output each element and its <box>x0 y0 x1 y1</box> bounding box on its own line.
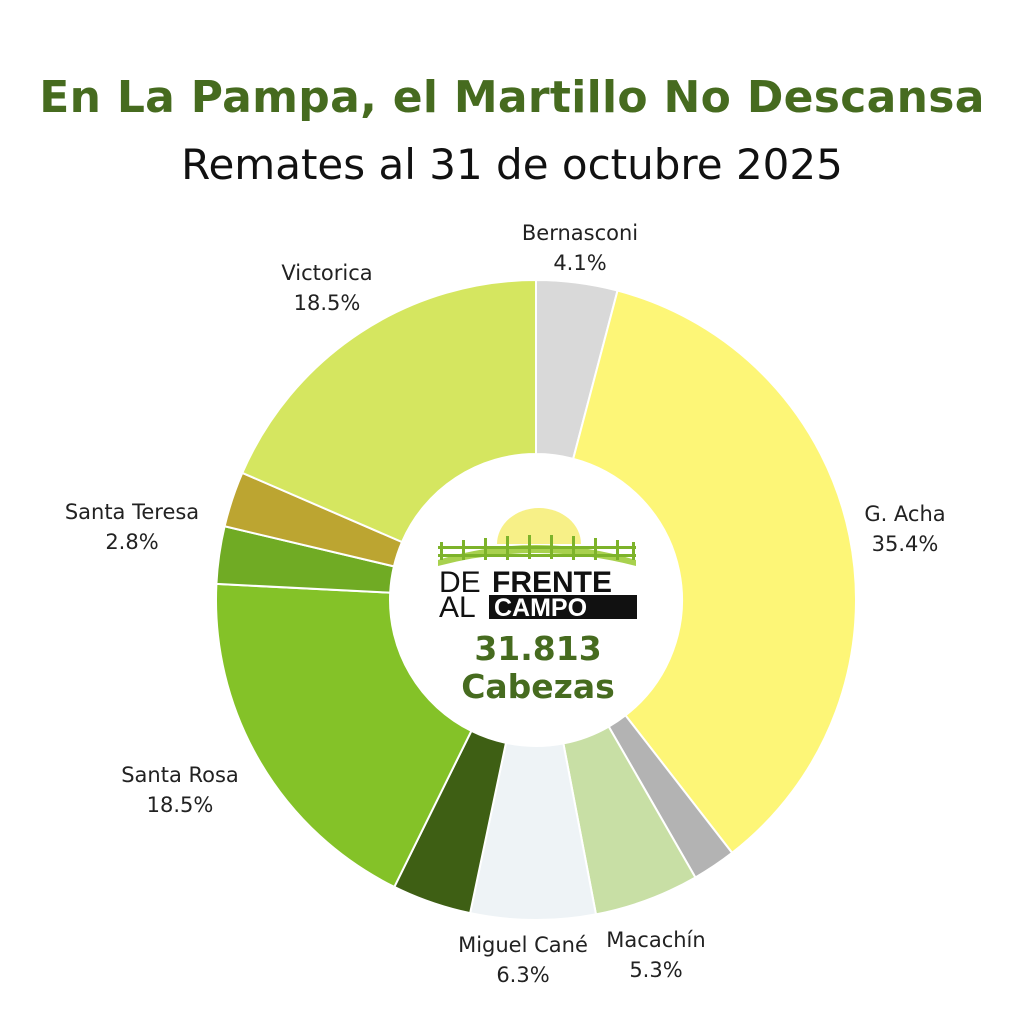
slice-label-value-9: 18.5% <box>294 291 361 315</box>
slice-label-name-3: Macachín <box>606 928 705 952</box>
slice-label-value-0: 4.1% <box>553 251 606 275</box>
slice-label-name-6: Santa Rosa <box>121 763 239 787</box>
logo-word-frente: FRENTE <box>492 566 612 599</box>
total-heads-unit: Cabezas <box>461 667 615 706</box>
slice-label-name-4: Miguel Cané <box>458 933 588 957</box>
sun-icon <box>497 508 581 544</box>
slice-label-value-6: 18.5% <box>147 793 214 817</box>
logo-word-al: AL <box>439 591 476 624</box>
slice-labels: Bernasconi 4.1% G. Acha 35.4% Macachín 5.3% Mi… <box>65 221 946 987</box>
chart-subtitle: Remates al 31 de octubre 2025 <box>181 140 843 189</box>
logo-word-campo: CAMPO <box>494 594 587 622</box>
donut-slice-6 <box>215 582 473 889</box>
fence-icon <box>438 535 636 566</box>
slice-label-value-3: 5.3% <box>629 958 682 982</box>
chart-title: En La Pampa, el Martillo No Descansa <box>39 72 985 123</box>
logo-word-de: DE <box>439 566 481 599</box>
slice-label-name-9: Victorica <box>281 261 372 285</box>
slice-label-name-1: G. Acha <box>864 502 945 526</box>
slice-label-value-8: 2.8% <box>105 530 158 554</box>
slice-label-value-4: 6.3% <box>496 963 549 987</box>
slice-label-name-0: Bernasconi <box>522 221 638 245</box>
slice-label-value-1: 35.4% <box>872 532 939 556</box>
donut-slice-9 <box>241 278 537 544</box>
brand-logo: DE FRENTE AL CAMPO <box>438 508 637 624</box>
slice-label-name-8: Santa Teresa <box>65 500 199 524</box>
total-heads-value: 31.813 <box>474 629 601 668</box>
